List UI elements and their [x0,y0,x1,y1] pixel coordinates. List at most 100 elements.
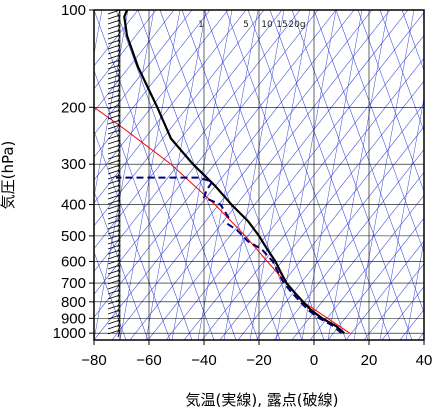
parcel-line [94,106,351,334]
mixing-ratio-line [301,10,363,340]
wind-barb [107,124,121,130]
wind-barb [107,54,121,60]
isotherm-line [94,10,247,204]
wind-barb [107,139,121,145]
wind-barb [107,254,121,260]
wind-barb [107,264,121,270]
isotherm-line [147,10,409,340]
x-tick-label: 40 [416,352,433,369]
y-tick-label: 600 [61,253,86,270]
isotherm-line [94,10,211,158]
wind-barb [107,189,121,195]
adiabat-line [181,10,303,340]
adiabat-line [159,10,281,340]
mixing-ratio-label: 20g [288,20,305,30]
wind-barb [107,179,121,185]
wind-barb [107,79,121,85]
isotherm-line [94,10,193,135]
wind-barb [107,69,121,75]
x-axis-label: 気温(実線), 露点(破線) [186,391,339,409]
mixing-ratio-label: 10 [261,20,273,30]
wind-barb [107,224,121,230]
x-tick-label: −80 [81,352,106,369]
mixing-ratio-line [197,10,259,340]
wind-barb [107,144,121,150]
y-tick-label: 300 [61,156,86,173]
wind-barb [107,134,121,140]
wind-barb [107,14,121,20]
isotherm-line [345,240,424,340]
wind-barb [107,289,121,295]
wind-barb [107,109,121,115]
dewpoint-line [222,220,343,334]
isotherm-line [183,34,424,340]
isotherm-line [94,10,355,340]
mixing-ratio-line [379,96,424,340]
wind-barb [107,24,121,30]
wind-barb [107,209,121,215]
isotherm-line [291,172,424,340]
wind-barb [107,99,121,105]
y-tick-label: 400 [61,197,86,214]
mixing-ratio-line [119,10,181,340]
adiabat-line [269,10,391,340]
adiabat-line [203,10,325,340]
isotherm-line [94,10,157,90]
mixing-ratio-line [249,10,311,340]
wind-barb [107,314,121,320]
wind-barb [107,29,121,35]
adiabat-line [423,10,424,11]
y-tick-label: 1000 [53,325,86,342]
adiabat-line [401,10,424,72]
wind-barb [107,104,121,110]
wind-barb [107,119,121,125]
isotherm-line [417,331,424,340]
x-tick-label: 20 [361,352,378,369]
adiabat-line [225,10,347,340]
wind-barb [107,244,121,250]
y-tick-label: 500 [61,228,86,245]
adiabat-line [94,190,149,340]
adiabat-line [94,130,171,340]
wind-barb [107,44,121,50]
wind-barb [107,89,121,95]
wind-barb-flag [117,329,121,338]
x-tick-label: 0 [310,352,318,369]
isotherm-line [237,103,424,340]
isotherm-line [94,10,319,295]
wind-barb [107,129,121,135]
y-tick-label: 900 [61,310,86,327]
isotherm-line [94,10,175,112]
wind-barb [107,154,121,160]
wind-barb [107,204,121,210]
mixing-ratio-line [275,10,337,340]
wind-barb [107,234,121,240]
y-tick-label: 200 [61,99,86,116]
adiabat-line [94,251,127,340]
isotherm-line [255,126,424,340]
dewpoint-line [116,176,230,219]
mixing-ratio-label: 15 [276,20,287,30]
mixing-ratio-line [94,10,129,199]
wind-barb [107,184,121,190]
adiabat-line [137,10,259,340]
adiabat-line [313,10,424,314]
wind-barb [107,269,121,275]
wind-barb [107,174,121,180]
isotherm-line [219,80,424,340]
wind-barb [107,169,121,175]
adiabat-line [94,69,193,340]
temperature-line [123,10,346,335]
wind-barb [107,274,121,280]
x-tick-label: −40 [191,352,216,369]
isotherm-line [165,12,424,340]
isotherm-line [94,10,283,250]
isotherm-line [94,10,301,272]
mixing-ratio-label: 1 [198,20,204,30]
wind-barb [107,294,121,300]
x-axis-ticks: −80 −60 −40 −20 0 20 40 [81,340,432,369]
wind-barb [107,324,121,330]
wind-barb [107,149,121,155]
